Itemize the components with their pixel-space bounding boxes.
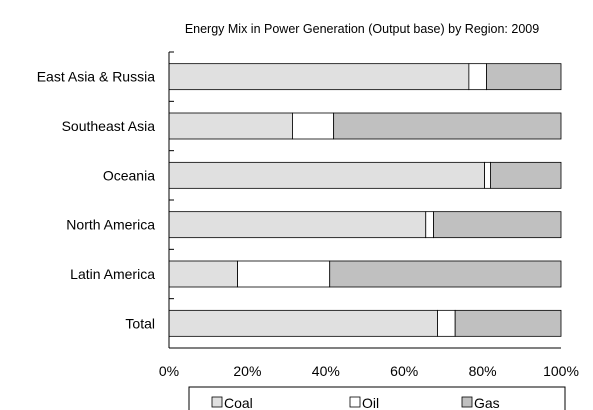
legend: Coal Oil Gas (188, 386, 566, 410)
category-label-southeast-asia: Southeast Asia (62, 118, 156, 134)
bar-oil-southeast-asia (292, 112, 335, 140)
bar-coal-oceania (168, 161, 485, 189)
bar-gas-north-america (433, 211, 562, 239)
legend-swatch-coal (211, 396, 223, 408)
bar-oil-oceania (484, 161, 491, 189)
category-label-oceania: Oceania (103, 167, 155, 183)
legend-label-coal: Coal (224, 395, 253, 410)
chart-title: Energy Mix in Power Generation (Output b… (185, 22, 539, 36)
bar-coal-southeast-asia (168, 112, 293, 140)
bar-coal-east-asia-and-russia (168, 63, 470, 91)
x-axis-ticks: 0% 20% 40% 60% 80% 100% (159, 363, 579, 379)
bar-oil-north-america (425, 211, 435, 239)
category-label-east-asia-and-russia: East Asia & Russia (37, 69, 155, 85)
category-label-north-america: North America (66, 217, 155, 233)
plot-frame (168, 51, 561, 349)
bar-oil-east-asia-and-russia (468, 63, 487, 91)
legend-swatch-gas (461, 396, 473, 408)
legend-swatch-oil (349, 396, 361, 408)
x-tick-label: 80% (469, 363, 497, 379)
legend-label-gas: Gas (474, 395, 500, 410)
bar-oil-total (437, 309, 456, 337)
bar-gas-east-asia-and-russia (486, 63, 562, 91)
bar-gas-southeast-asia (333, 112, 562, 140)
x-tick-label: 0% (159, 363, 179, 379)
bars-layer (168, 63, 562, 337)
bar-coal-north-america (168, 211, 427, 239)
bar-coal-total (168, 309, 438, 337)
bar-coal-latin-america (168, 260, 238, 288)
category-label-latin-america: Latin America (70, 266, 155, 282)
x-tick-label: 60% (390, 363, 418, 379)
legend-label-oil: Oil (362, 395, 379, 410)
x-tick-label: 100% (543, 363, 579, 379)
category-labels: East Asia & Russia Southeast Asia Oceania N… (37, 69, 155, 332)
x-tick-label: 20% (233, 363, 261, 379)
bar-gas-latin-america (329, 260, 562, 288)
bar-oil-latin-america (237, 260, 331, 288)
bar-gas-total (454, 309, 562, 337)
x-tick-label: 40% (312, 363, 340, 379)
bar-gas-oceania (490, 161, 562, 189)
category-label-total: Total (125, 315, 155, 331)
